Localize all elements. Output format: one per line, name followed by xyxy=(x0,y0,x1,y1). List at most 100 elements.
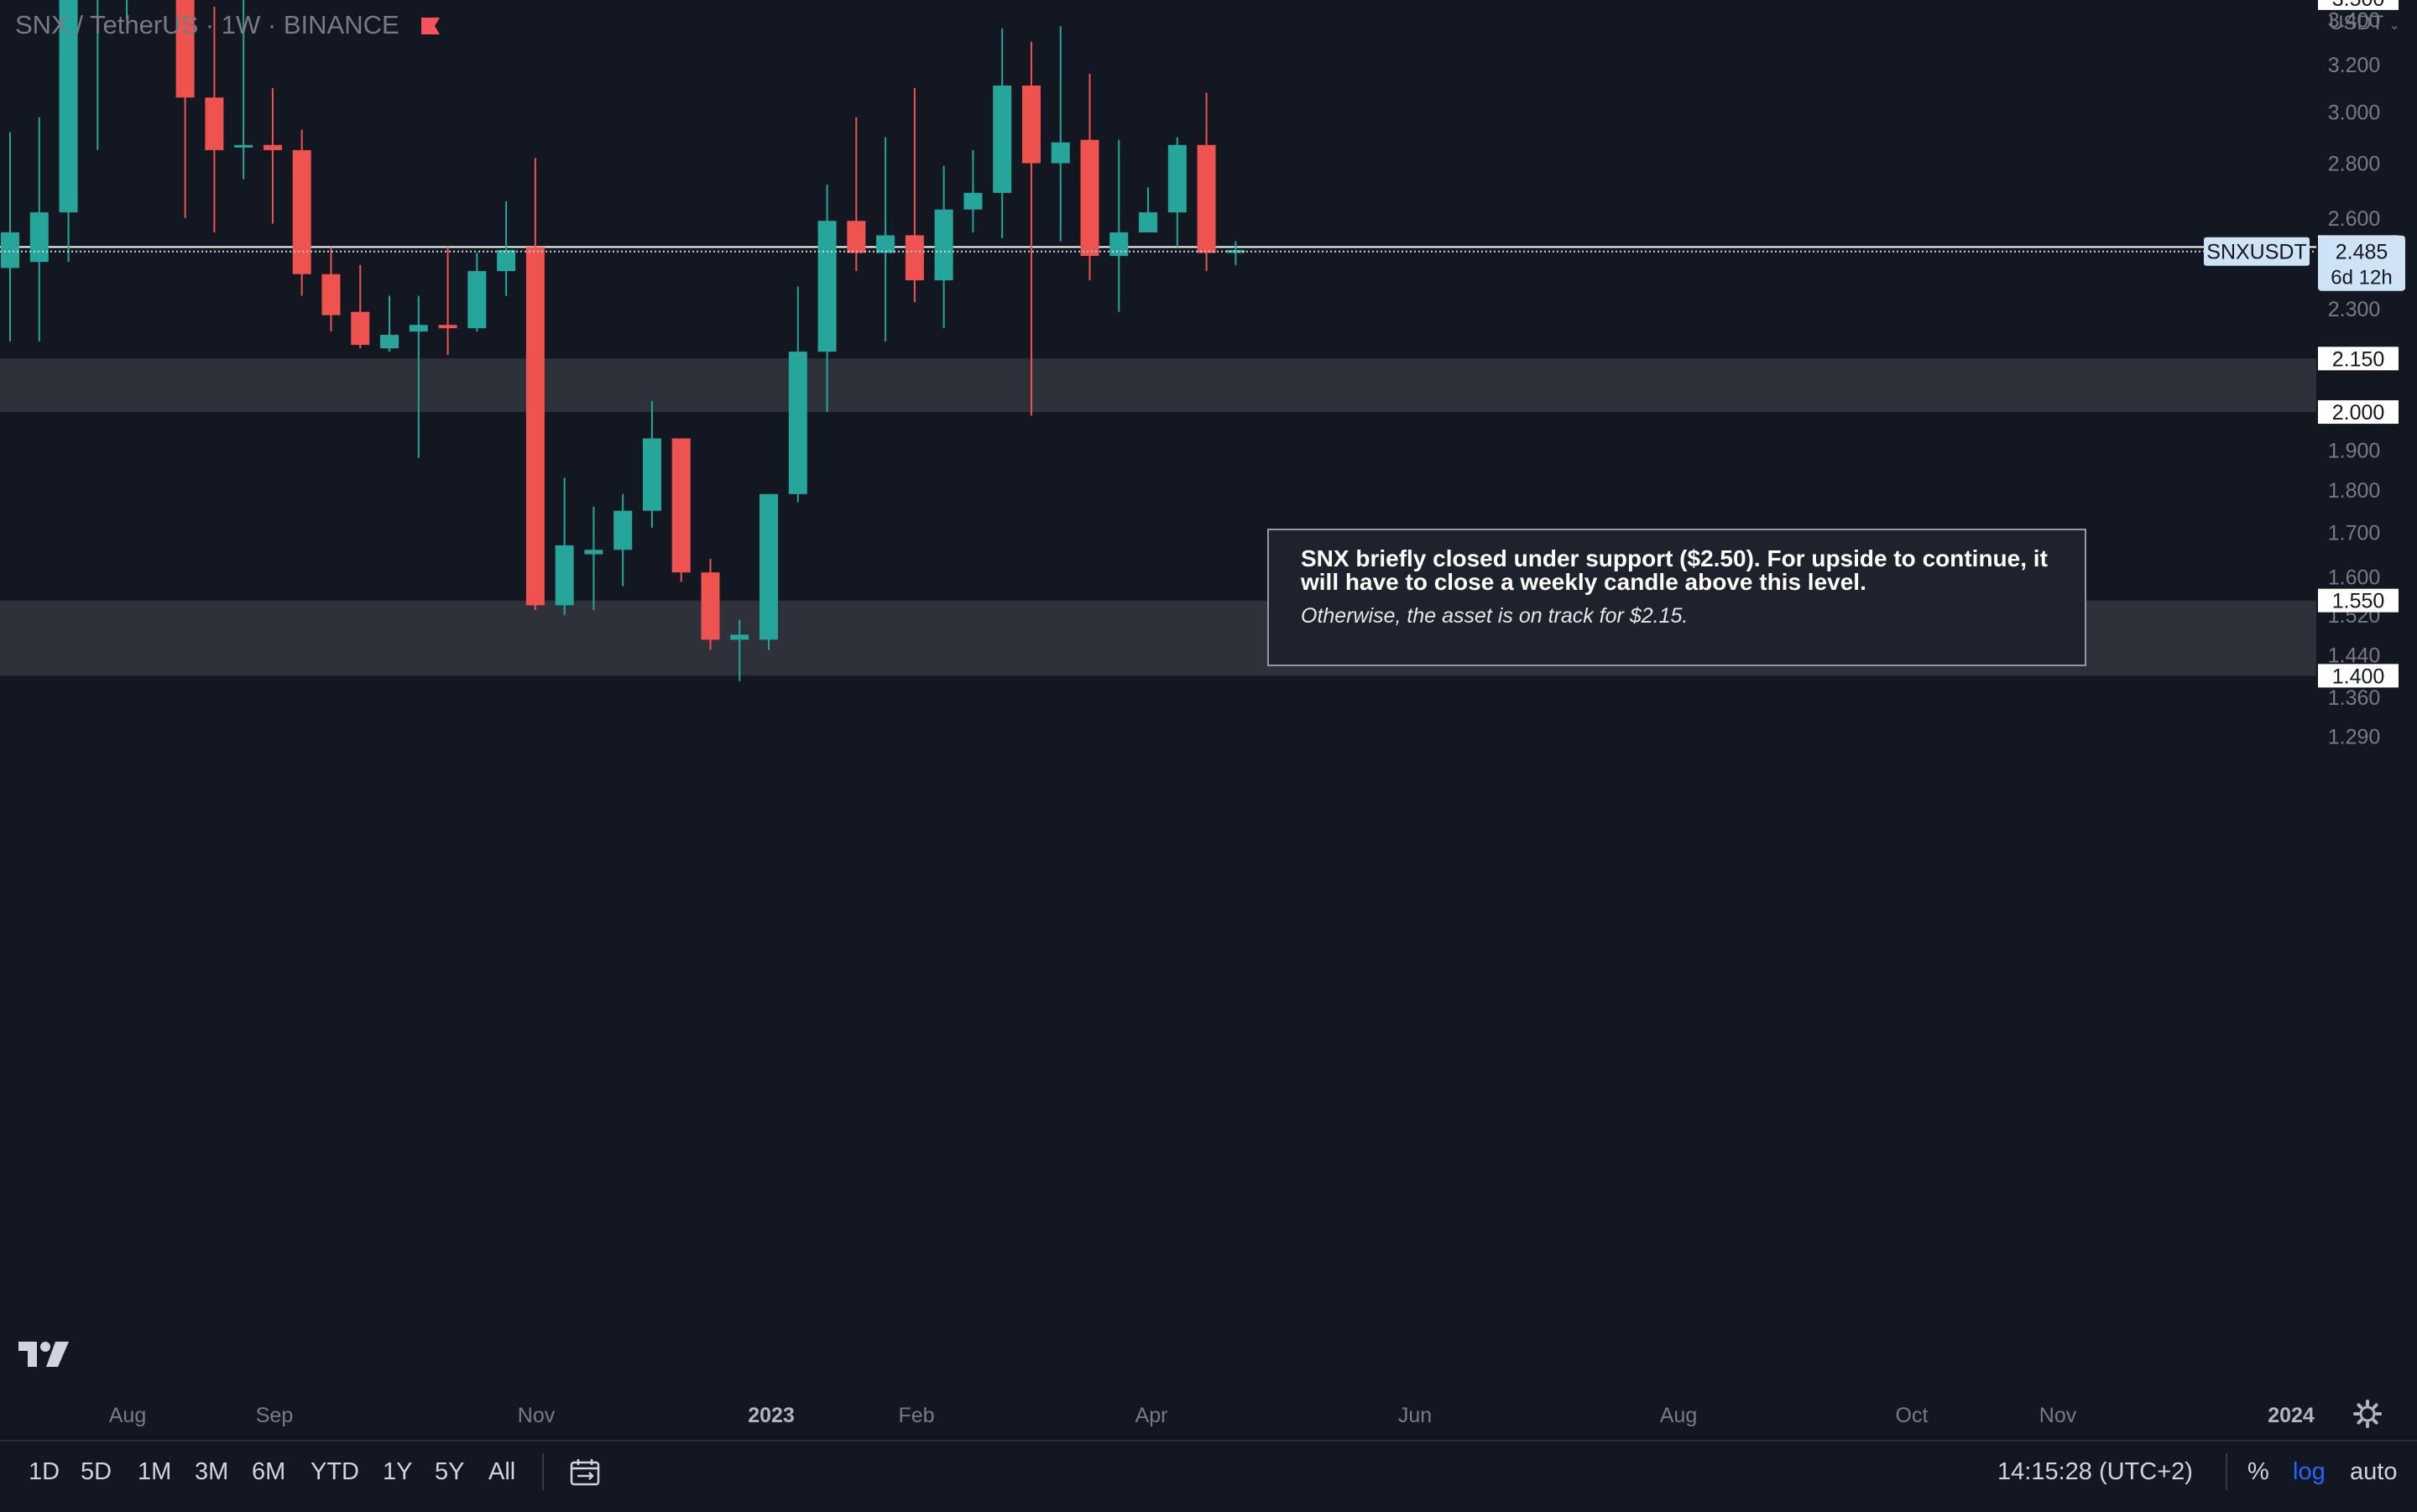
range-5y-button[interactable]: 5Y xyxy=(435,1458,465,1485)
auto-scale-toggle[interactable]: auto xyxy=(2350,1458,2398,1485)
percent-scale-toggle[interactable]: % xyxy=(2247,1458,2269,1485)
candle xyxy=(1139,187,1158,232)
candle-body xyxy=(438,325,457,329)
zone-price-label-box xyxy=(2318,347,2399,371)
price-chart[interactable]: 4.8004.0003.8003.6003.4003.2003.0002.800… xyxy=(0,0,2417,1440)
candle-body xyxy=(292,149,311,274)
candle-body xyxy=(555,545,574,606)
candle-body xyxy=(1197,144,1216,253)
time-axis-label: Feb xyxy=(898,1404,934,1427)
candle-body xyxy=(263,144,282,150)
price-axis-label: 3.000 xyxy=(2328,102,2381,125)
candle-body xyxy=(1,232,19,269)
candle-body xyxy=(1167,144,1187,213)
price-axis-label: 1.900 xyxy=(2328,439,2381,462)
candle xyxy=(497,201,516,296)
candle xyxy=(59,0,78,263)
candle xyxy=(788,286,807,503)
annotation-sub-text: Otherwise, the asset is on track for $2.… xyxy=(1301,604,1689,628)
candle-body xyxy=(1109,232,1129,257)
level-price-label: 3.500 xyxy=(2332,0,2385,11)
candle-body xyxy=(905,235,924,281)
gear-icon[interactable] xyxy=(2353,1400,2382,1428)
price-axis-label: 1.800 xyxy=(2328,479,2381,503)
candle-body xyxy=(847,221,866,253)
price-axis-label: 2.300 xyxy=(2328,298,2381,321)
range-1m-button[interactable]: 1M xyxy=(138,1458,172,1485)
zone-price-label: 1.550 xyxy=(2332,590,2385,613)
candle-body xyxy=(817,221,837,352)
candle xyxy=(380,295,399,352)
candle-body xyxy=(205,97,224,150)
candle xyxy=(1,132,19,342)
candle xyxy=(175,0,195,218)
time-axis-label: Oct xyxy=(1896,1404,1929,1427)
countdown-label: 6d 12h xyxy=(2331,267,2392,289)
price-axis-label: 3.400 xyxy=(2328,8,2381,32)
candle-body xyxy=(1021,85,1041,164)
candle xyxy=(1021,41,1041,416)
time-axis-label: Aug xyxy=(109,1404,146,1427)
time-axis-label: Nov xyxy=(2039,1404,2077,1427)
range-ytd-button[interactable]: YTD xyxy=(311,1458,359,1485)
candle-body xyxy=(876,235,895,253)
symbol-title[interactable]: SNX / TetherUS · 1W · BINANCE xyxy=(15,10,399,39)
chart-annotation[interactable]: SNX briefly closed under support ($2.50)… xyxy=(1267,529,2086,666)
candle-body xyxy=(760,493,779,640)
candle-body xyxy=(29,212,49,263)
candle xyxy=(409,295,428,458)
time-axis-label: Jun xyxy=(1398,1404,1432,1427)
log-scale-toggle[interactable]: log xyxy=(2293,1458,2326,1485)
price-axis-label: 1.440 xyxy=(2328,644,2381,668)
support-zone xyxy=(0,358,2316,413)
candle-body xyxy=(409,325,428,332)
candle-body xyxy=(788,352,807,494)
candle-body xyxy=(963,192,983,210)
annotation-main-text: SNX briefly closed under support ($2.50)… xyxy=(1301,545,2048,595)
current-price-label: 2.485 xyxy=(2336,241,2388,264)
flag-icon[interactable] xyxy=(420,17,441,35)
symbol-tag-box xyxy=(2204,237,2310,266)
range-3m-button[interactable]: 3M xyxy=(195,1458,229,1485)
currency-label: USDT xyxy=(2329,12,2383,34)
candle-body xyxy=(380,335,399,349)
candle xyxy=(525,158,545,611)
clock-time[interactable]: 14:15:28 (UTC+2) xyxy=(1997,1458,2193,1485)
candle xyxy=(730,619,749,681)
zone-price-label-box xyxy=(2318,664,2399,688)
tradingview-logo-icon[interactable] xyxy=(18,1339,70,1369)
time-axis-label: 2024 xyxy=(2268,1404,2315,1427)
symbol-tag-label: SNXUSDT xyxy=(2206,241,2306,264)
time-axis-label: Apr xyxy=(1135,1404,1168,1427)
price-axis-label: 2.600 xyxy=(2328,207,2381,231)
candle xyxy=(1167,137,1187,248)
time-axis-label: Sep xyxy=(256,1404,293,1427)
candle xyxy=(671,438,691,582)
range-5d-button[interactable]: 5D xyxy=(81,1458,112,1485)
time-axis-label: Aug xyxy=(1660,1404,1697,1427)
candle xyxy=(467,253,487,332)
range-1y-button[interactable]: 1Y xyxy=(383,1458,413,1485)
price-axis-label: 2.800 xyxy=(2328,153,2381,176)
candle-body xyxy=(1226,249,1245,253)
candle-body xyxy=(642,438,661,511)
toolbar-divider xyxy=(542,1453,544,1490)
date-range-icon[interactable] xyxy=(569,1458,601,1487)
candle xyxy=(97,0,99,150)
chevron-down-icon: ⌄ xyxy=(2388,18,2400,33)
range-1d-button[interactable]: 1D xyxy=(29,1458,60,1485)
range-all-button[interactable]: All xyxy=(488,1458,516,1485)
candle xyxy=(934,165,953,329)
candle-body xyxy=(671,438,691,573)
candle xyxy=(29,117,49,342)
currency-selector[interactable]: USDT ⌄ xyxy=(2329,12,2400,35)
candle-body xyxy=(584,550,603,555)
candle xyxy=(905,87,924,303)
candle xyxy=(993,28,1012,238)
zone-price-label: 1.400 xyxy=(2332,665,2385,688)
time-axis-label: Nov xyxy=(518,1404,556,1427)
range-6m-button[interactable]: 6M xyxy=(252,1458,286,1485)
toolbar-divider xyxy=(2226,1453,2227,1490)
candle-body xyxy=(730,634,749,640)
candle xyxy=(205,7,224,232)
